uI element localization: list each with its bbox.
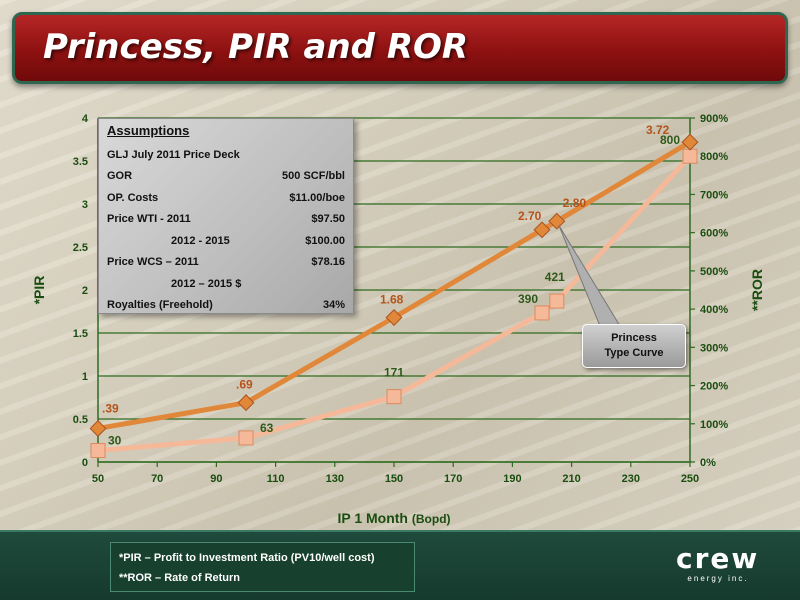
footnote-pir: *PIR – Profit to Investment Ratio (PV10/… (119, 552, 375, 564)
callout-line1: Princess (611, 332, 657, 344)
page-title: Princess, PIR and ROR (43, 27, 469, 67)
pir-point (681, 133, 699, 151)
pir-ror-chart: 0 0.5 1 1.5 2 2.5 3 3.5 4 0% 100% 200% 300% 400% 500% 6… (31, 113, 765, 526)
pir-point (237, 394, 255, 412)
assumption-row: GLJ July 2011 Price Deck (107, 144, 345, 166)
footnote-ror: **ROR – Rate of Return (119, 572, 241, 584)
y-left-axis-title: *PIR (31, 276, 47, 305)
assumption-value: 34% (322, 299, 345, 312)
y-left-tick-label: 2.5 (73, 242, 88, 254)
title-bar: Princess, PIR and ROR (12, 12, 788, 84)
pir-data-label: 3.72 (646, 123, 670, 137)
y-left-tick-label: 1 (82, 371, 88, 383)
assumption-label: 2012 – 2015 $ (171, 277, 242, 290)
y-left-tick-label: 3.5 (73, 156, 88, 168)
x-tick-label: 90 (210, 473, 222, 485)
x-tick-label: 210 (562, 473, 580, 485)
footer-bar: *PIR – Profit to Investment Ratio (PV10/… (0, 530, 800, 600)
ror-series-line (97, 154, 692, 454)
ror-data-label: 171 (384, 366, 404, 380)
y-right-tick-label: 800% (700, 151, 728, 163)
x-tick-label: 170 (444, 473, 462, 485)
ror-point (386, 389, 402, 405)
assumptions-heading: Assumptions (107, 123, 190, 138)
princess-type-curve-callout: Princess Type Curve (582, 324, 686, 368)
pir-data-label: 1.68 (380, 293, 404, 307)
logo-wordmark: crew (676, 542, 760, 575)
y-left-tick-label: 0.5 (73, 414, 88, 426)
assumption-row: GOR 500 SCF/bbl (107, 166, 345, 188)
y-left-tick-label: 0 (82, 457, 88, 469)
x-tick-label: 110 (267, 473, 285, 485)
assumption-value: $100.00 (305, 234, 345, 247)
y-right-tick-label: 300% (700, 342, 728, 354)
y-right-tick-label: 0% (700, 457, 716, 469)
footnotes-box: *PIR – Profit to Investment Ratio (PV10/… (110, 542, 415, 592)
assumption-row: Price WCS – 2011 $78.16 (107, 252, 345, 274)
assumption-row: OP. Costs $11.00/boe (107, 187, 345, 209)
y-right-tick-label: 900% (700, 113, 728, 125)
assumptions-box: Assumptions GLJ July 2011 Price Deck GOR 5… (98, 118, 354, 314)
pir-data-label: 2.80 (563, 196, 587, 210)
logo-tagline: energy inc. (687, 574, 749, 583)
ror-point (534, 305, 550, 321)
x-tick-label: 190 (503, 473, 521, 485)
y-left-tick-label: 2 (82, 285, 88, 297)
pir-data-label: 2.70 (518, 209, 542, 223)
assumption-value: $11.00/boe (289, 191, 345, 204)
y-right-axis-title: **ROR (749, 269, 765, 311)
assumption-value: $78.16 (311, 256, 345, 269)
assumption-label: OP. Costs (107, 191, 159, 204)
pir-point (89, 419, 107, 437)
y-left-tick-label: 1.5 (73, 328, 88, 340)
y-right-tick-label: 700% (700, 189, 728, 201)
y-left-tick-label: 4 (82, 113, 89, 125)
pir-point (533, 221, 551, 239)
ror-data-label: 390 (518, 292, 538, 306)
y-right-tick-label: 400% (700, 304, 728, 316)
x-tick-label: 230 (622, 473, 640, 485)
ror-point (90, 443, 106, 459)
ror-point (549, 293, 565, 309)
ror-data-label: 30 (108, 434, 122, 448)
x-tick-label: 250 (681, 473, 699, 485)
pir-point (548, 212, 566, 230)
ror-data-label: 800 (660, 133, 680, 147)
assumption-label: Price WCS – 2011 (107, 256, 199, 269)
x-tick-label: 70 (151, 473, 163, 485)
assumption-label: GOR (107, 170, 133, 183)
x-axis-title: IP 1 Month (Bopd) (337, 510, 450, 526)
x-tick-label: 150 (385, 473, 403, 485)
assumption-row: Royalties (Freehold) 34% (107, 295, 345, 317)
assumption-value: 500 SCF/bbl (282, 170, 345, 183)
pir-data-label: .69 (236, 378, 253, 392)
ror-data-label: 63 (260, 421, 274, 435)
y-right-tick-label: 600% (700, 228, 728, 240)
y-left-tick-label: 3 (82, 199, 88, 211)
assumption-label: Royalties (Freehold) (107, 299, 213, 312)
crew-logo: crew energy inc. (676, 544, 760, 592)
x-tick-label: 50 (92, 473, 104, 485)
y-right-tick-label: 200% (700, 381, 728, 393)
assumption-row: Price WTI - 2011 $97.50 (107, 209, 345, 231)
assumption-value: $97.50 (311, 213, 345, 226)
assumption-row: 2012 - 2015 $100.00 (107, 230, 345, 252)
assumption-row: 2012 – 2015 $ (107, 273, 345, 295)
x-tick-label: 130 (326, 473, 344, 485)
callout-line2: Type Curve (604, 347, 664, 359)
assumption-label: GLJ July 2011 Price Deck (107, 148, 240, 161)
pir-point (385, 309, 403, 327)
ror-data-label: 421 (545, 270, 565, 284)
assumption-label: Price WTI - 2011 (107, 213, 191, 226)
pir-series-line (97, 139, 692, 431)
pir-data-label: .39 (102, 401, 119, 415)
ror-point (682, 148, 698, 164)
ror-point (238, 430, 254, 446)
y-right-tick-label: 100% (700, 419, 728, 431)
assumption-label: 2012 - 2015 (171, 234, 230, 247)
assumptions-list: GLJ July 2011 Price Deck GOR 500 SCF/bbl OP… (107, 144, 345, 316)
y-right-tick-label: 500% (700, 266, 728, 278)
